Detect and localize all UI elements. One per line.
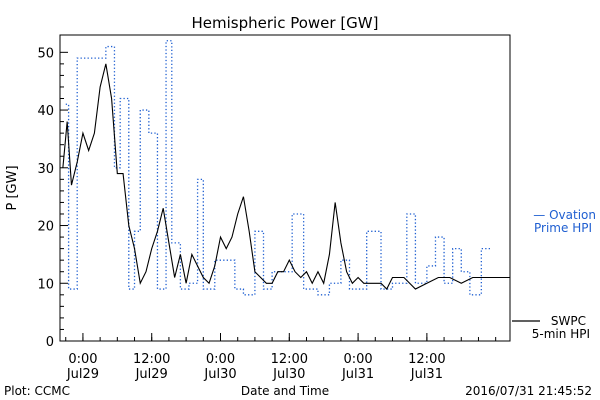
- y-tick-label: 0: [46, 335, 54, 350]
- x-tick-label-time: 12:00: [133, 352, 170, 367]
- x-tick-label-date: Jul30: [272, 367, 305, 382]
- x-tick-label-date: Jul31: [410, 367, 443, 382]
- x-tick-label-time: 0:00: [206, 352, 235, 367]
- x-tick-label-time: 12:00: [271, 352, 308, 367]
- x-tick-label-date: Jul31: [341, 367, 374, 382]
- series-swpc-5min-hpi: [62, 63, 510, 290]
- x-axis-label: Date and Time: [241, 384, 329, 398]
- y-tick-label: 10: [37, 277, 54, 292]
- x-tick-label-time: 12:00: [408, 352, 445, 367]
- legend-swpc-line2: 5-min HPI: [532, 327, 590, 341]
- plot-frame: [59, 34, 511, 342]
- footer-timestamp: 2016/07/31 21:45:52: [465, 384, 592, 398]
- chart-title: Hemispheric Power [GW]: [192, 14, 379, 32]
- legend-ovation-line1: — Ovation: [533, 208, 596, 222]
- y-axis-label: P [GW]: [5, 165, 20, 210]
- y-axis: 0 10 20 30 40 50: [37, 46, 68, 350]
- series-layer: [62, 40, 510, 296]
- x-tick-label-time: 0:00: [68, 352, 97, 367]
- x-tick-label-time: 0:00: [343, 352, 372, 367]
- x-axis: 0:00Jul2912:00Jul290:00Jul3012:00Jul300:…: [65, 333, 497, 382]
- legend-swpc-line1: SWPC: [551, 314, 586, 328]
- x-tick-label-date: Jul29: [135, 367, 168, 382]
- y-tick-label: 50: [37, 46, 54, 61]
- y-tick-label: 20: [37, 220, 54, 235]
- x-tick-label-date: Jul29: [66, 367, 99, 382]
- x-tick-label-date: Jul30: [203, 367, 236, 382]
- y-tick-label: 40: [37, 104, 54, 119]
- legend-ovation-line2: Prime HPI: [534, 221, 592, 235]
- series-ovation-prime-hpi: [65, 40, 492, 296]
- y-tick-label: 30: [37, 162, 54, 177]
- footer-source: Plot: CCMC: [4, 384, 70, 398]
